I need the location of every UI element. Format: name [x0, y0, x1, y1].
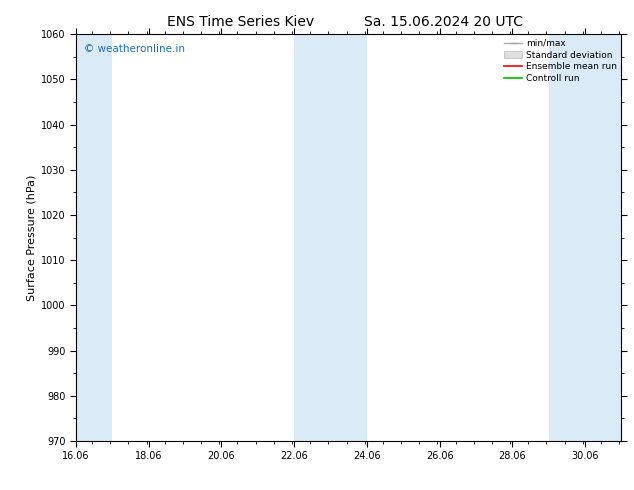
- Text: © weatheronline.in: © weatheronline.in: [84, 45, 185, 54]
- Bar: [76, 34, 112, 441]
- Text: ENS Time Series Kiev: ENS Time Series Kiev: [167, 15, 314, 29]
- Bar: [294, 34, 367, 441]
- Text: Sa. 15.06.2024 20 UTC: Sa. 15.06.2024 20 UTC: [365, 15, 523, 29]
- Legend: min/max, Standard deviation, Ensemble mean run, Controll run: min/max, Standard deviation, Ensemble me…: [502, 37, 619, 85]
- Y-axis label: Surface Pressure (hPa): Surface Pressure (hPa): [27, 174, 37, 301]
- Bar: [548, 34, 621, 441]
